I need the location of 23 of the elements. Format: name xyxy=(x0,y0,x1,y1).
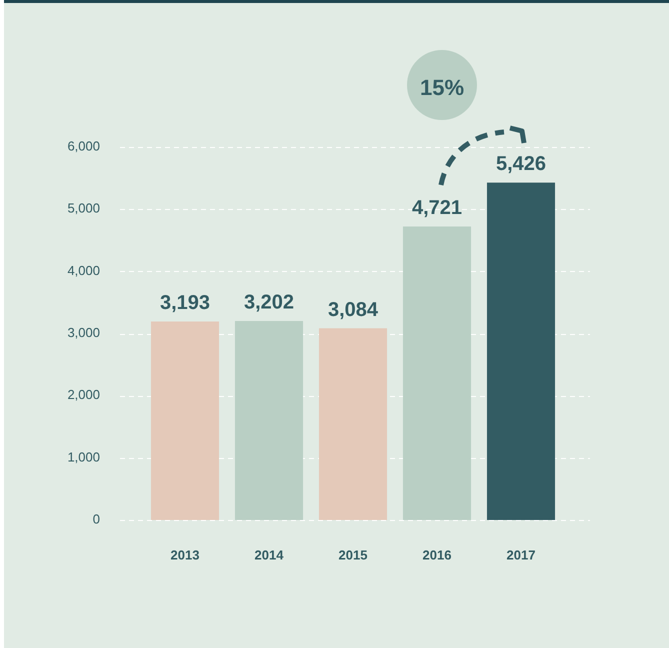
data-label: 3,084 xyxy=(328,298,379,321)
data-label: 4,721 xyxy=(412,197,462,220)
y-tick-label: 0 xyxy=(92,512,100,527)
y-tick-label: 6,000 xyxy=(67,138,100,154)
y-tick-label: 1,000 xyxy=(67,449,100,464)
x-tick-label: 2017 xyxy=(506,547,536,562)
bar xyxy=(486,182,556,520)
x-tick-label: 2013 xyxy=(170,547,200,562)
data-label: 3,193 xyxy=(160,292,210,314)
y-tick-label: 3,000 xyxy=(67,325,100,340)
bar xyxy=(234,320,304,520)
bar xyxy=(150,322,220,520)
bar xyxy=(402,226,472,520)
x-tick-label: 2014 xyxy=(254,547,284,562)
y-tick-label: 5,000 xyxy=(67,200,100,216)
x-tick-label: 2015 xyxy=(338,547,368,562)
data-label: 3,202 xyxy=(244,291,294,314)
y-tick-label: 4,000 xyxy=(67,262,100,278)
y-tick-label: 2,000 xyxy=(67,387,100,402)
x-tick-label: 2016 xyxy=(422,547,452,562)
text: 15% xyxy=(418,75,466,101)
data-label: 5,426 xyxy=(496,153,546,176)
bar xyxy=(318,328,388,520)
